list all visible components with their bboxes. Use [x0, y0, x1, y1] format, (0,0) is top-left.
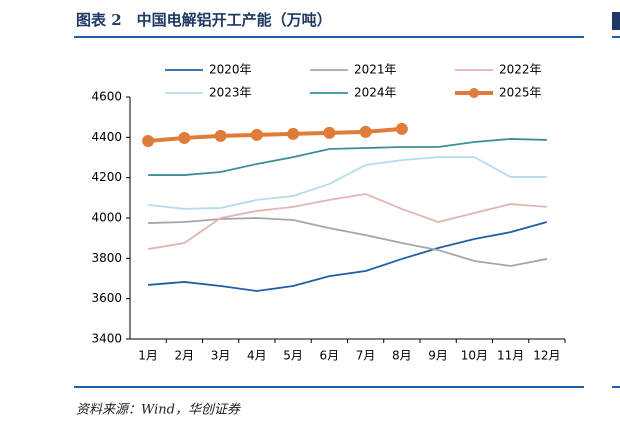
series-marker — [323, 126, 336, 139]
source-note: 资料来源：Wind，华创证券 — [76, 403, 241, 418]
x-tick-label: 3月 — [211, 349, 231, 363]
series-line — [147, 126, 403, 143]
series-line — [148, 217, 548, 267]
legend-label: 2024年 — [354, 86, 397, 100]
x-tick-label: 9月 — [428, 349, 448, 363]
x-tick-label: 8月 — [392, 349, 412, 363]
series-line — [148, 138, 547, 176]
x-tick-label: 4月 — [247, 349, 267, 363]
y-tick-label: 3600 — [91, 291, 122, 305]
series-marker — [287, 127, 300, 140]
y-tick-label: 4600 — [91, 90, 122, 104]
x-tick-label: 1月 — [138, 349, 158, 363]
series-line — [148, 221, 548, 292]
legend-label: 2020年 — [209, 63, 252, 77]
y-tick-label: 3400 — [91, 332, 122, 346]
legend-label: 2021年 — [354, 63, 397, 77]
legend-label: 2022年 — [499, 63, 542, 77]
adjacent-panel — [612, 12, 620, 30]
y-tick-label: 4400 — [91, 130, 122, 144]
series-marker — [214, 129, 227, 142]
legend-marker — [469, 88, 479, 98]
legend-label: 2023年 — [209, 86, 252, 100]
series-marker — [250, 128, 263, 141]
y-tick-label: 4000 — [91, 211, 122, 225]
series-marker — [359, 125, 372, 138]
legend-label: 2025年 — [499, 86, 542, 100]
series-marker — [142, 134, 155, 147]
series-marker — [395, 122, 408, 135]
y-tick-label: 4200 — [91, 170, 122, 184]
series-line — [147, 193, 547, 250]
x-tick-label: 12月 — [533, 349, 560, 363]
y-tick-label: 3800 — [91, 251, 122, 265]
x-tick-label: 2月 — [175, 349, 195, 363]
x-tick-label: 7月 — [356, 349, 376, 363]
series-marker — [178, 131, 191, 144]
x-tick-label: 10月 — [461, 349, 488, 363]
x-tick-label: 5月 — [283, 349, 303, 363]
x-tick-label: 11月 — [497, 349, 524, 363]
series-line — [148, 156, 547, 210]
x-tick-label: 6月 — [320, 349, 340, 363]
chart-title: 图表 2 中国电解铝开工产能（万吨） — [76, 11, 332, 29]
